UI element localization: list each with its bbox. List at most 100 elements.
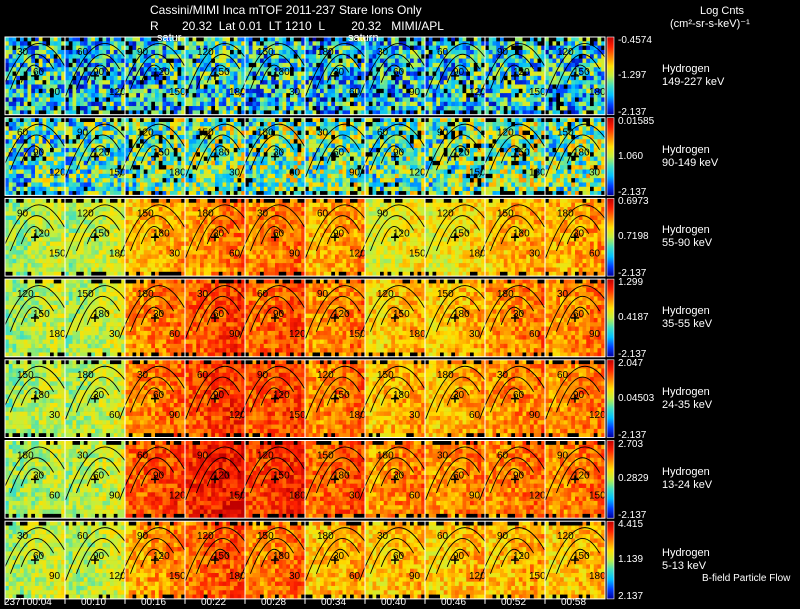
contour-line <box>380 468 404 487</box>
contour-line <box>359 285 425 339</box>
contour-label: 120 <box>409 168 426 179</box>
contour-line <box>479 446 545 501</box>
contour-line <box>206 387 230 406</box>
contour-label: 180 <box>229 87 246 98</box>
contour-line <box>195 134 240 171</box>
contour-label: 120 <box>137 128 154 139</box>
contour-label: 30 <box>333 67 345 78</box>
contour-line <box>129 376 174 413</box>
contour-label: 180 <box>213 148 230 159</box>
contour-label: 30 <box>289 87 301 98</box>
contour-line <box>86 226 110 245</box>
contour-line <box>446 145 470 164</box>
contour-label: 180 <box>17 451 34 462</box>
contour-line <box>75 295 120 332</box>
contour-label: 90 <box>213 390 225 401</box>
channel-species: Hydrogen <box>662 547 710 560</box>
contour-line <box>20 64 44 83</box>
contour-line <box>75 538 120 574</box>
contour-label: 120 <box>349 248 366 259</box>
contour-line <box>195 538 240 574</box>
colorbar <box>606 198 615 277</box>
contour-label: 120 <box>169 491 186 502</box>
contour-label: 90 <box>197 451 209 462</box>
contour-line <box>479 123 545 178</box>
contour-label: 90 <box>137 531 149 542</box>
frame-image <box>305 440 366 519</box>
contour-line <box>86 468 110 487</box>
channel-species: Hydrogen <box>662 63 710 76</box>
contour-line <box>129 53 174 90</box>
contour-label: 180 <box>349 410 366 421</box>
contour-line <box>500 387 524 406</box>
contour-label: 30 <box>409 410 421 421</box>
colorbar-tick: -2.137 <box>618 268 646 279</box>
frame-image <box>5 198 66 277</box>
contour-line <box>20 226 44 245</box>
contour-label: 60 <box>409 491 421 502</box>
contour-line <box>566 387 590 406</box>
contour-label: 90 <box>437 128 449 139</box>
contour-label: 120 <box>17 289 34 300</box>
contour-line <box>489 376 534 413</box>
contour-line <box>249 215 294 252</box>
colorbar-tick: 0.04503 <box>618 393 654 404</box>
contour-label: 150 <box>529 571 546 582</box>
contour-line <box>0 446 65 501</box>
contour-line <box>0 204 65 258</box>
time-tick-label: 00:58 <box>561 597 586 608</box>
contour-label: 150 <box>453 228 470 239</box>
frame-image <box>425 37 486 115</box>
colorbar-tick: 4.415 <box>618 519 643 530</box>
contour-line <box>425 527 491 581</box>
contour-label: 90 <box>257 370 269 381</box>
frame-image <box>185 521 246 600</box>
contour-label: 180 <box>453 309 470 320</box>
contour-line <box>545 43 611 97</box>
contour-label: 90 <box>17 208 29 219</box>
contour-line <box>315 295 360 332</box>
contour-line <box>479 43 545 97</box>
contour-line <box>129 215 174 252</box>
contour-label: 120 <box>257 451 274 462</box>
contour-line <box>479 365 545 420</box>
time-tick-label: 00:10 <box>81 597 106 608</box>
contour-label: 120 <box>529 491 546 502</box>
contour-line <box>86 306 110 325</box>
contour-line <box>0 527 65 581</box>
contour-label: 120 <box>93 148 110 159</box>
frame-image <box>425 198 486 277</box>
contour-label: 90 <box>93 67 105 78</box>
channel-panel: 180 30 60 30 60 90 60 90 120 90 120 150 120 150 180 150… <box>0 440 615 519</box>
contour-label: 150 <box>33 309 50 320</box>
frame-image <box>5 359 66 438</box>
contour-label: 180 <box>197 208 214 219</box>
contour-line <box>249 457 294 494</box>
contour-label: 180 <box>333 471 350 482</box>
contour-label: 90 <box>469 491 481 502</box>
contour-label: 120 <box>437 208 454 219</box>
contour-label: 30 <box>169 248 181 259</box>
frame-image <box>125 198 186 277</box>
panel-border <box>4 359 606 438</box>
contour-label: 60 <box>213 309 225 320</box>
contour-line <box>20 306 44 325</box>
contour-label: 60 <box>529 329 541 340</box>
contour-label: 150 <box>513 148 530 159</box>
contour-label: 150 <box>109 168 126 179</box>
colorbar <box>606 359 615 438</box>
contour-line <box>555 376 600 413</box>
contour-line <box>0 365 65 420</box>
colorbar-tick: 0.4187 <box>618 312 649 323</box>
contour-line <box>566 468 590 487</box>
channel-species: Hydrogen <box>662 386 710 399</box>
contour-line <box>260 548 284 568</box>
contour-label: 120 <box>513 67 530 78</box>
contour-line <box>20 145 44 164</box>
channel-energy: 13-24 keV <box>662 479 712 492</box>
frame-image <box>245 521 306 600</box>
channel-energy: 35-55 keV <box>662 318 712 331</box>
colorbar-tick: -2.137 <box>618 187 646 198</box>
contour-label: 60 <box>273 228 285 239</box>
